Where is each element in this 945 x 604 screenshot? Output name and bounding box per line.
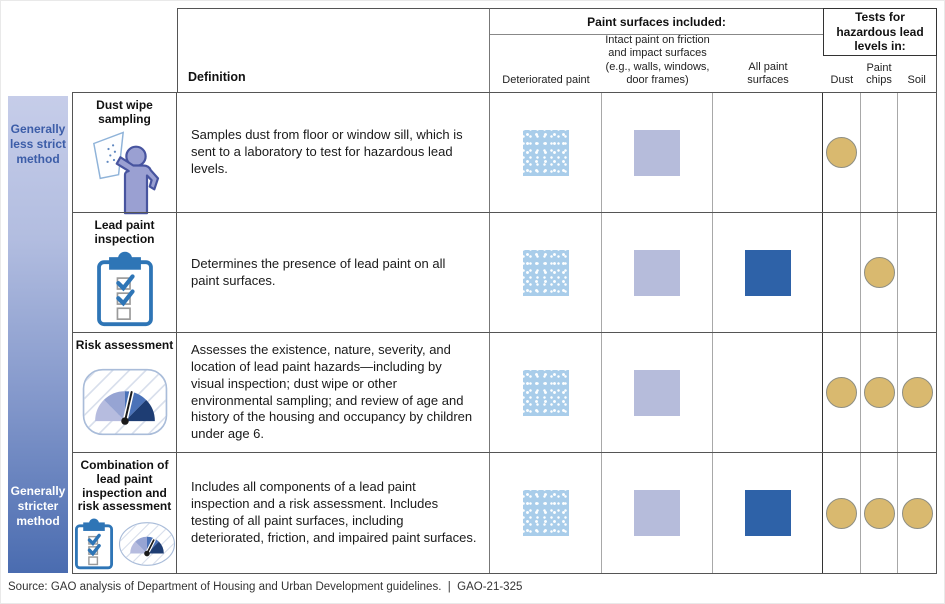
clipboard-checklist-icon [74,518,113,570]
paint-chips-test-marker [863,377,895,408]
deteriorated-paint-marker [522,129,569,176]
strictness-scale-bar: Generally less strict method Generally s… [8,96,68,573]
col-header-all-paint-surfaces: All paint surfaces [747,60,789,86]
tests-subheaders: Dust Paint chips Soil [823,56,937,92]
method-label: Combination of lead paint inspection and… [77,458,172,514]
soil-test-cell [898,93,937,212]
table-row-lead-paint-inspection: Lead paint inspection Determines the pre… [72,212,937,332]
all-paint-marker [744,490,791,536]
method-cell: Dust wipe sampling [72,93,177,214]
deteriorated-marker-cell [490,93,602,212]
deteriorated-marker-cell [490,213,602,332]
col-header-deteriorated-paint: Deteriorated paint [502,73,590,86]
deteriorated-marker-cell [490,333,602,452]
method-cell: Combination of lead paint inspection and… [72,453,177,573]
method-label: Risk assessment [75,338,174,352]
source-note: Source: GAO analysis of Department of Ho… [8,581,523,593]
dust-test-marker [826,377,857,408]
intact-marker-cell [602,333,713,452]
deteriorated-paint-marker [522,249,569,296]
intact-paint-marker [634,490,680,536]
intact-marker-cell [602,453,713,573]
dust-test-cell [823,333,861,452]
definition-column-header: Definition [177,8,490,92]
method-cell: Risk assessment [72,333,177,452]
gauge-meter-icon [82,369,167,436]
soil-test-cell [898,453,937,573]
intact-marker-cell [602,213,713,332]
paint-chips-test-marker [863,497,895,529]
intact-paint-marker [634,129,680,176]
col-header-intact-friction: Intact paint on friction and impact surf… [605,34,710,86]
all-surfaces-marker-cell [713,93,823,212]
table-row-dust-wipe-sampling: Dust wipe sampling Sam [72,92,937,214]
soil-test-marker [901,377,933,408]
dust-test-cell [823,453,861,573]
intact-paint-marker [634,369,680,416]
definition-cell: Assesses the existence, nature, severity… [177,333,490,452]
paint-chips-test-cell [861,453,898,573]
paint-chips-test-cell [861,213,898,332]
soil-test-cell [898,213,937,332]
intact-paint-marker [634,249,680,296]
col-header-paint-chips: Paint chips [866,61,892,87]
clipboard-and-gauge-icon [73,514,177,574]
definition-cell: Samples dust from floor or window sill, … [177,93,490,212]
soil-test-marker [901,497,933,529]
col-header-soil: Soil [907,74,926,87]
method-cell: Lead paint inspection [72,213,177,332]
table-row-combination-inspection-risk-assessment: Combination of lead paint inspection and… [72,452,937,574]
paint-chips-test-marker [863,257,895,288]
person-holding-dust-wipe-icon [92,130,159,214]
paint-chips-test-cell [861,333,898,452]
paint-surfaces-header: Paint surfaces included: [490,8,823,35]
dust-test-cell [823,93,861,212]
methods-table: Definition Paint surfaces included: Dete… [72,8,937,574]
col-header-dust: Dust [830,74,854,87]
deteriorated-paint-marker [522,369,569,416]
all-surfaces-marker-cell [713,453,823,573]
all-surfaces-marker-cell [713,333,823,452]
deteriorated-marker-cell [490,453,602,573]
dust-test-marker [826,137,857,168]
deteriorated-paint-marker [522,490,569,536]
all-surfaces-marker-cell [713,213,823,332]
gauge-meter-icon [118,522,175,567]
paint-chips-test-cell [861,93,898,212]
paint-surfaces-subheaders: Deteriorated paint Intact paint on frict… [490,34,823,92]
table-row-risk-assessment: Risk assessment [72,332,937,452]
definition-cell: Determines the presence of lead paint on… [177,213,490,332]
all-paint-marker [744,249,791,296]
definition-cell: Includes all components of a lead paint … [177,453,490,573]
clipboard-checklist-icon [96,252,153,327]
soil-test-cell [898,333,937,452]
less-strict-label: Generally less strict method [9,122,67,166]
method-label: Dust wipe sampling [96,98,153,126]
tests-header: Tests for hazardous lead levels in: [823,8,937,56]
method-label: Lead paint inspection [94,218,155,246]
dust-test-marker [826,497,857,529]
dust-test-cell [823,213,861,332]
stricter-label: Generally stricter method [10,484,66,528]
intact-marker-cell [602,93,713,212]
